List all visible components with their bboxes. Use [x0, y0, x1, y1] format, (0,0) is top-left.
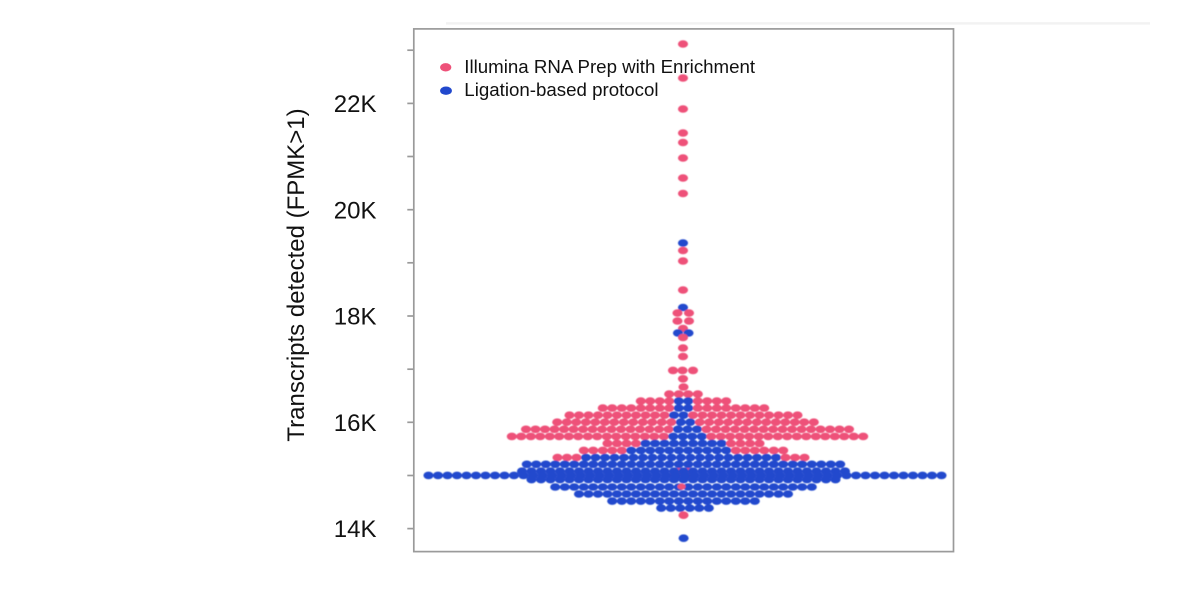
svg-text:Illumina RNA Prep with Enrichm: Illumina RNA Prep with Enrichment: [464, 56, 756, 77]
svg-text:22K: 22K: [334, 91, 377, 118]
svg-text:18K: 18K: [334, 304, 377, 331]
svg-text:20K: 20K: [334, 197, 377, 224]
svg-text:Ligation-based protocol: Ligation-based protocol: [464, 79, 658, 100]
svg-text:14K: 14K: [334, 516, 377, 543]
svg-text:16K: 16K: [334, 410, 377, 437]
svg-text:Transcripts detected (FPMK>1): Transcripts detected (FPMK>1): [283, 108, 310, 441]
